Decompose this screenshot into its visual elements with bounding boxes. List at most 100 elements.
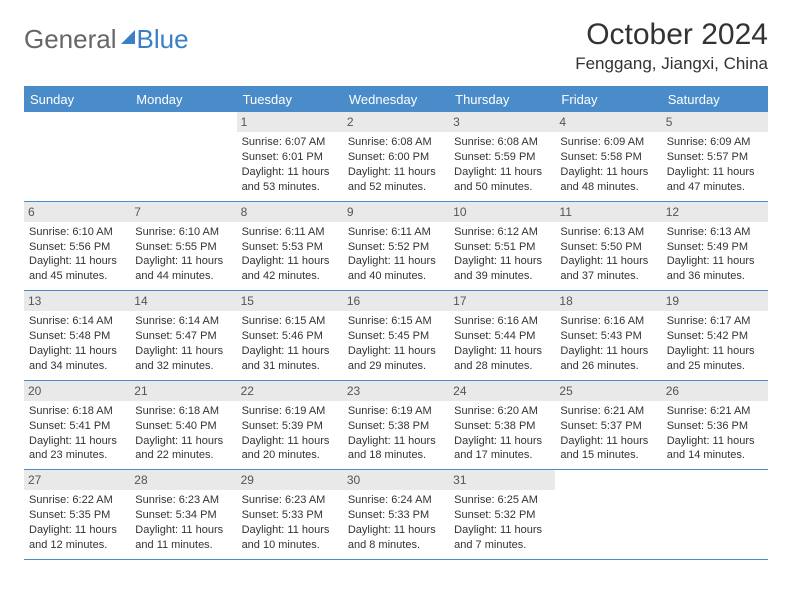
daylight-text: and 52 minutes. (348, 180, 444, 195)
day-header: Sunday (24, 87, 130, 112)
calendar-cell: 1Sunrise: 6:07 AMSunset: 6:01 PMDaylight… (237, 112, 343, 202)
calendar-cell: 14Sunrise: 6:14 AMSunset: 5:47 PMDayligh… (130, 291, 236, 381)
sunset-text: Sunset: 5:32 PM (454, 508, 550, 523)
calendar-cell: 11Sunrise: 6:13 AMSunset: 5:50 PMDayligh… (555, 202, 661, 292)
daylight-text: and 22 minutes. (135, 448, 231, 463)
sunset-text: Sunset: 5:52 PM (348, 240, 444, 255)
sunrise-text: Sunrise: 6:11 AM (348, 225, 444, 240)
calendar-cell: 29Sunrise: 6:23 AMSunset: 5:33 PMDayligh… (237, 470, 343, 560)
sunrise-text: Sunrise: 6:21 AM (560, 404, 656, 419)
sunrise-text: Sunrise: 6:22 AM (29, 493, 125, 508)
sunset-text: Sunset: 5:42 PM (667, 329, 763, 344)
daylight-text: Daylight: 11 hours (242, 523, 338, 538)
daylight-text: Daylight: 11 hours (135, 523, 231, 538)
day-header: Thursday (449, 87, 555, 112)
day-header: Tuesday (237, 87, 343, 112)
sunrise-text: Sunrise: 6:09 AM (667, 135, 763, 150)
daylight-text: Daylight: 11 hours (348, 165, 444, 180)
day-number: 27 (24, 470, 130, 490)
sunset-text: Sunset: 5:34 PM (135, 508, 231, 523)
sunset-text: Sunset: 5:50 PM (560, 240, 656, 255)
daylight-text: and 48 minutes. (560, 180, 656, 195)
calendar-cell: 4Sunrise: 6:09 AMSunset: 5:58 PMDaylight… (555, 112, 661, 202)
sunrise-text: Sunrise: 6:07 AM (242, 135, 338, 150)
calendar-cell: 30Sunrise: 6:24 AMSunset: 5:33 PMDayligh… (343, 470, 449, 560)
calendar-cell: 8Sunrise: 6:11 AMSunset: 5:53 PMDaylight… (237, 202, 343, 292)
daylight-text: and 31 minutes. (242, 359, 338, 374)
sunset-text: Sunset: 5:40 PM (135, 419, 231, 434)
sunrise-text: Sunrise: 6:25 AM (454, 493, 550, 508)
logo: General Blue (24, 18, 189, 55)
logo-text-2: Blue (137, 24, 189, 55)
day-number: 7 (130, 202, 236, 222)
calendar-cell: 7Sunrise: 6:10 AMSunset: 5:55 PMDaylight… (130, 202, 236, 292)
calendar-cell: 20Sunrise: 6:18 AMSunset: 5:41 PMDayligh… (24, 381, 130, 471)
day-number: 17 (449, 291, 555, 311)
daylight-text: Daylight: 11 hours (348, 523, 444, 538)
daylight-text: and 37 minutes. (560, 269, 656, 284)
day-header: Monday (130, 87, 236, 112)
daylight-text: Daylight: 11 hours (29, 434, 125, 449)
calendar-cell (662, 470, 768, 560)
sunrise-text: Sunrise: 6:19 AM (242, 404, 338, 419)
sunrise-text: Sunrise: 6:13 AM (560, 225, 656, 240)
daylight-text: Daylight: 11 hours (667, 434, 763, 449)
day-header: Saturday (662, 87, 768, 112)
sunrise-text: Sunrise: 6:13 AM (667, 225, 763, 240)
daylight-text: Daylight: 11 hours (29, 523, 125, 538)
daylight-text: Daylight: 11 hours (454, 344, 550, 359)
calendar-cell (24, 112, 130, 202)
day-number: 29 (237, 470, 343, 490)
daylight-text: Daylight: 11 hours (348, 344, 444, 359)
sunrise-text: Sunrise: 6:14 AM (29, 314, 125, 329)
daylight-text: and 15 minutes. (560, 448, 656, 463)
day-number: 8 (237, 202, 343, 222)
daylight-text: and 10 minutes. (242, 538, 338, 553)
sunset-text: Sunset: 5:44 PM (454, 329, 550, 344)
day-number: 1 (237, 112, 343, 132)
sunrise-text: Sunrise: 6:18 AM (29, 404, 125, 419)
daylight-text: and 42 minutes. (242, 269, 338, 284)
day-header: Wednesday (343, 87, 449, 112)
daylight-text: Daylight: 11 hours (29, 254, 125, 269)
daylight-text: Daylight: 11 hours (667, 165, 763, 180)
day-number: 5 (662, 112, 768, 132)
sunrise-text: Sunrise: 6:10 AM (135, 225, 231, 240)
daylight-text: Daylight: 11 hours (667, 344, 763, 359)
daylight-text: Daylight: 11 hours (242, 165, 338, 180)
calendar-cell: 26Sunrise: 6:21 AMSunset: 5:36 PMDayligh… (662, 381, 768, 471)
sunset-text: Sunset: 5:33 PM (242, 508, 338, 523)
daylight-text: Daylight: 11 hours (242, 344, 338, 359)
sunrise-text: Sunrise: 6:19 AM (348, 404, 444, 419)
day-number: 13 (24, 291, 130, 311)
daylight-text: and 17 minutes. (454, 448, 550, 463)
sunrise-text: Sunrise: 6:18 AM (135, 404, 231, 419)
daylight-text: and 53 minutes. (242, 180, 338, 195)
day-number: 15 (237, 291, 343, 311)
sunset-text: Sunset: 5:56 PM (29, 240, 125, 255)
sunrise-text: Sunrise: 6:14 AM (135, 314, 231, 329)
day-number: 14 (130, 291, 236, 311)
day-number: 31 (449, 470, 555, 490)
daylight-text: Daylight: 11 hours (560, 344, 656, 359)
daylight-text: and 50 minutes. (454, 180, 550, 195)
daylight-text: Daylight: 11 hours (454, 254, 550, 269)
daylight-text: and 7 minutes. (454, 538, 550, 553)
sunrise-text: Sunrise: 6:16 AM (560, 314, 656, 329)
day-number: 6 (24, 202, 130, 222)
day-number: 30 (343, 470, 449, 490)
calendar-cell: 17Sunrise: 6:16 AMSunset: 5:44 PMDayligh… (449, 291, 555, 381)
sunrise-text: Sunrise: 6:15 AM (348, 314, 444, 329)
daylight-text: and 32 minutes. (135, 359, 231, 374)
day-number: 9 (343, 202, 449, 222)
calendar-cell: 19Sunrise: 6:17 AMSunset: 5:42 PMDayligh… (662, 291, 768, 381)
day-number: 19 (662, 291, 768, 311)
daylight-text: Daylight: 11 hours (135, 254, 231, 269)
day-number: 11 (555, 202, 661, 222)
calendar-cell: 6Sunrise: 6:10 AMSunset: 5:56 PMDaylight… (24, 202, 130, 292)
daylight-text: and 45 minutes. (29, 269, 125, 284)
day-number: 12 (662, 202, 768, 222)
day-number: 18 (555, 291, 661, 311)
sunset-text: Sunset: 5:53 PM (242, 240, 338, 255)
daylight-text: Daylight: 11 hours (454, 434, 550, 449)
